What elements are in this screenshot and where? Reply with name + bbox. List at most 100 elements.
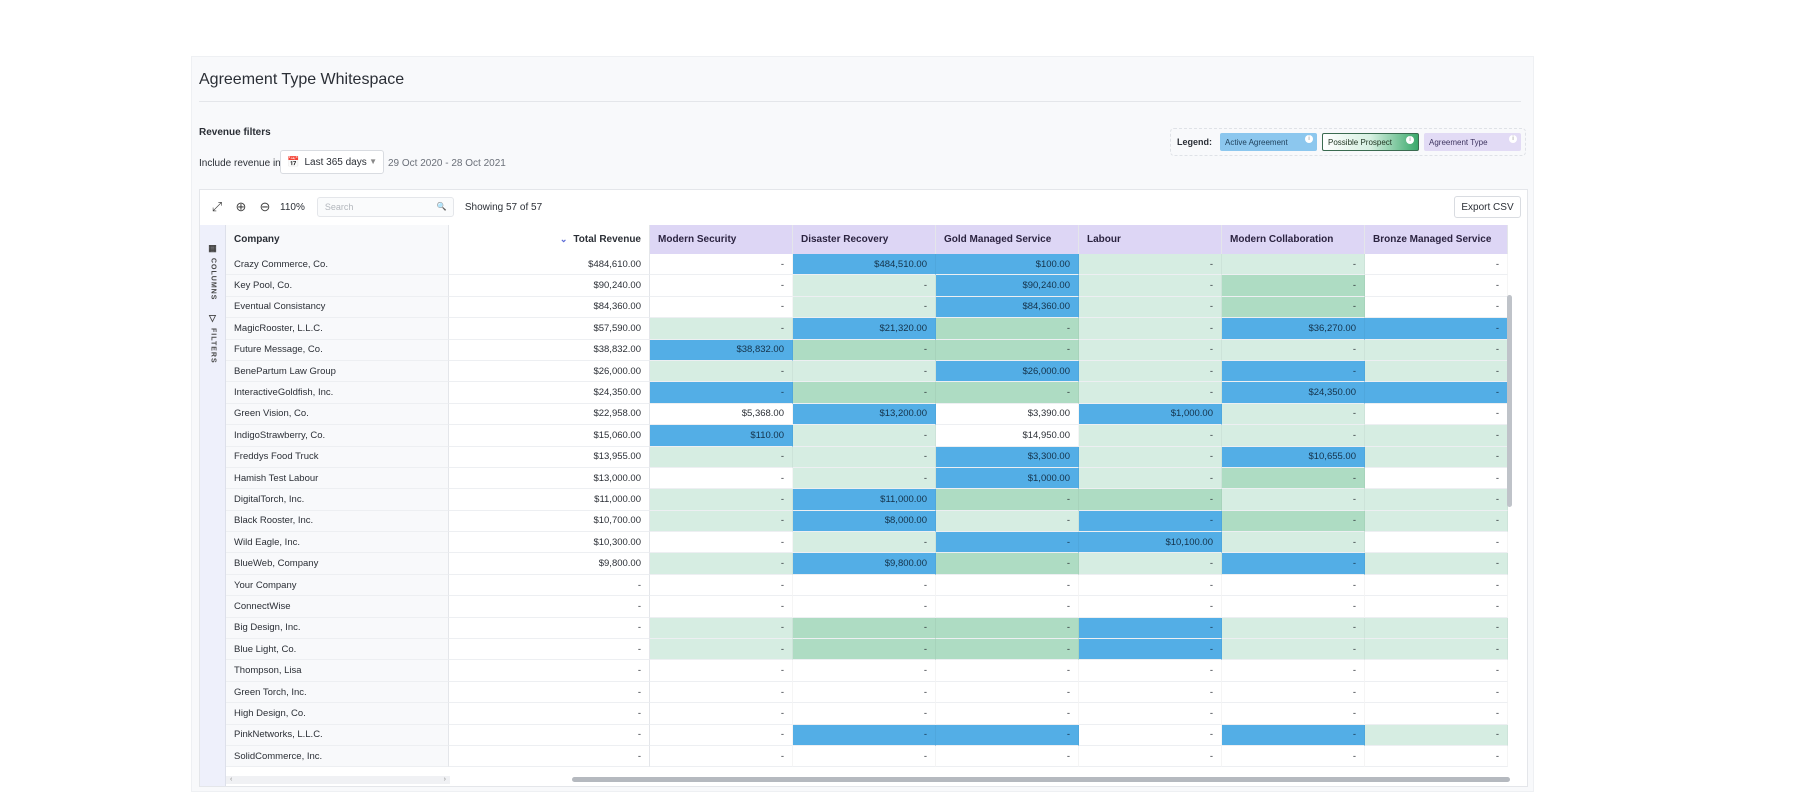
agreement-cell[interactable]: -	[793, 617, 936, 640]
total-revenue-cell[interactable]: $84,360.00	[449, 296, 650, 319]
column-header-agreement[interactable]: Modern Security	[650, 225, 793, 254]
agreement-cell[interactable]: -	[1079, 660, 1222, 682]
agreement-cell[interactable]: -	[1079, 254, 1222, 276]
agreement-cell[interactable]: -	[650, 296, 793, 319]
zoom-in-icon[interactable]: ⊕	[235, 199, 247, 214]
company-cell[interactable]: Green Torch, Inc.	[226, 681, 449, 704]
company-cell[interactable]: Your Company	[226, 574, 449, 597]
agreement-cell[interactable]: -	[936, 318, 1079, 340]
agreement-cell[interactable]: -	[1365, 360, 1508, 383]
table-row[interactable]: Wild Eagle, Inc. $10,300.00- - - $10,100.00-…	[226, 532, 1516, 554]
agreement-cell[interactable]: -	[793, 360, 936, 383]
table-row[interactable]: Freddys Food Truck $13,955.00- - $3,300.00-…	[226, 446, 1516, 468]
agreement-cell[interactable]: -	[1365, 660, 1508, 682]
company-cell[interactable]: BenePartum Law Group	[226, 360, 449, 383]
agreement-cell[interactable]: -	[650, 382, 793, 404]
agreement-cell[interactable]: -	[650, 724, 793, 746]
column-header-total-revenue[interactable]: ⌄ Total Revenue	[449, 225, 650, 254]
total-revenue-cell[interactable]: $22,958.00	[449, 403, 650, 426]
company-cell[interactable]: BlueWeb, Company	[226, 553, 449, 575]
company-cell[interactable]: Green Vision, Co.	[226, 403, 449, 426]
agreement-cell[interactable]: -	[1365, 639, 1508, 661]
agreement-cell[interactable]: -	[1079, 703, 1222, 725]
total-revenue-cell[interactable]: $11,000.00	[449, 489, 650, 511]
search-input[interactable]: Search 🔍	[316, 197, 454, 217]
agreement-cell[interactable]: -	[1365, 617, 1508, 640]
agreement-cell[interactable]: -	[1222, 296, 1365, 319]
expand-icon[interactable]: ⤢	[211, 199, 223, 214]
agreement-cell[interactable]: -	[1365, 510, 1508, 533]
agreement-cell[interactable]: -	[650, 489, 793, 511]
total-revenue-cell[interactable]: $13,000.00	[449, 467, 650, 490]
agreement-cell[interactable]: -	[1079, 639, 1222, 661]
agreement-cell[interactable]: -	[650, 446, 793, 468]
table-row[interactable]: Future Message, Co. $38,832.00 $38,832.00-…	[226, 339, 1516, 361]
total-revenue-cell[interactable]: -	[449, 574, 650, 597]
agreement-cell[interactable]: -	[936, 382, 1079, 404]
agreement-cell[interactable]: -	[793, 467, 936, 490]
agreement-cell[interactable]: -	[1222, 360, 1365, 383]
total-revenue-cell[interactable]: $57,590.00	[449, 318, 650, 340]
table-row[interactable]: InteractiveGoldfish, Inc. $24,350.00- - - - $…	[226, 382, 1516, 404]
company-cell[interactable]: Big Design, Inc.	[226, 617, 449, 640]
total-revenue-cell[interactable]: $484,610.00	[449, 254, 650, 276]
agreement-cell[interactable]: $90,240.00	[936, 275, 1079, 297]
company-cell[interactable]: Eventual Consistancy	[226, 296, 449, 319]
table-row[interactable]: Eventual Consistancy $84,360.00- - $84,360.…	[226, 296, 1516, 319]
agreement-cell[interactable]: $38,832.00	[650, 339, 793, 361]
agreement-cell[interactable]: -	[936, 489, 1079, 511]
agreement-cell[interactable]: -	[1079, 745, 1222, 768]
table-row[interactable]: High Design, Co. - - - - - - -	[226, 703, 1516, 725]
agreement-cell[interactable]: -	[1222, 553, 1365, 575]
table-row[interactable]: ConnectWise - - - - - - -	[226, 596, 1516, 618]
table-row[interactable]: PinkNetworks, L.L.C. - - - - - - -	[226, 724, 1516, 746]
agreement-cell[interactable]: -	[793, 639, 936, 661]
agreement-cell[interactable]: -	[1079, 275, 1222, 297]
info-icon[interactable]: i	[1406, 136, 1414, 144]
agreement-cell[interactable]: -	[1079, 574, 1222, 597]
agreement-cell[interactable]: -	[650, 703, 793, 725]
total-revenue-cell[interactable]: -	[449, 681, 650, 704]
agreement-cell[interactable]: -	[1079, 360, 1222, 383]
export-csv-button[interactable]: Export CSV	[1454, 196, 1521, 218]
agreement-cell[interactable]: -	[936, 703, 1079, 725]
agreement-cell[interactable]: -	[1222, 489, 1365, 511]
agreement-cell[interactable]: -	[793, 724, 936, 746]
total-revenue-cell[interactable]: $10,300.00	[449, 532, 650, 554]
agreement-cell[interactable]: $110.00	[650, 425, 793, 447]
total-revenue-cell[interactable]: -	[449, 596, 650, 618]
agreement-cell[interactable]: -	[936, 510, 1079, 533]
zoom-out-icon[interactable]: ⊖	[259, 199, 271, 214]
agreement-cell[interactable]: -	[1222, 617, 1365, 640]
agreement-cell[interactable]: -	[1365, 254, 1508, 276]
table-row[interactable]: Thompson, Lisa - - - - - - -	[226, 660, 1516, 682]
column-header-agreement[interactable]: Labour	[1079, 225, 1222, 254]
agreement-cell[interactable]: $11,000.00	[793, 489, 936, 511]
company-cell[interactable]: Crazy Commerce, Co.	[226, 254, 449, 276]
company-cell[interactable]: Hamish Test Labour	[226, 467, 449, 490]
legend-active-agreement[interactable]: Active Agreement i	[1220, 133, 1317, 151]
company-cell[interactable]: Blue Light, Co.	[226, 639, 449, 661]
total-revenue-cell[interactable]: $26,000.00	[449, 360, 650, 383]
agreement-cell[interactable]: $1,000.00	[936, 467, 1079, 490]
agreement-cell[interactable]: -	[650, 275, 793, 297]
agreement-cell[interactable]: -	[793, 681, 936, 704]
agreement-cell[interactable]: -	[650, 510, 793, 533]
agreement-cell[interactable]: -	[936, 639, 1079, 661]
agreement-cell[interactable]: -	[1222, 703, 1365, 725]
table-row[interactable]: Crazy Commerce, Co. $484,610.00- $484,510.…	[226, 254, 1516, 276]
agreement-cell[interactable]: -	[650, 745, 793, 768]
company-cell[interactable]: Future Message, Co.	[226, 339, 449, 361]
total-revenue-cell[interactable]: -	[449, 703, 650, 725]
table-row[interactable]: Hamish Test Labour $13,000.00- - $1,000.00-…	[226, 467, 1516, 490]
company-cell[interactable]: DigitalTorch, Inc.	[226, 489, 449, 511]
agreement-cell[interactable]: -	[650, 467, 793, 490]
pinned-scroll-area[interactable]: ‹ ›	[226, 776, 450, 784]
agreement-cell[interactable]: -	[1222, 596, 1365, 618]
agreement-cell[interactable]: -	[1222, 681, 1365, 704]
agreement-cell[interactable]: -	[1365, 382, 1508, 404]
total-revenue-cell[interactable]: -	[449, 745, 650, 768]
horizontal-scroll-thumb[interactable]	[572, 777, 1510, 782]
agreement-cell[interactable]: -	[1365, 339, 1508, 361]
agreement-cell[interactable]: -	[1079, 446, 1222, 468]
